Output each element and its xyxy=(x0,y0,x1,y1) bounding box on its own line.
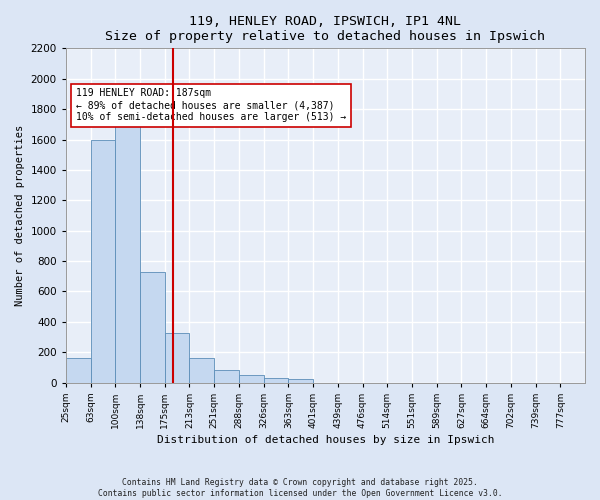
Bar xyxy=(263,378,289,382)
Title: 119, HENLEY ROAD, IPSWICH, IP1 4NL
Size of property relative to detached houses : 119, HENLEY ROAD, IPSWICH, IP1 4NL Size … xyxy=(106,15,545,43)
Bar xyxy=(140,272,165,382)
Bar xyxy=(239,375,263,382)
Y-axis label: Number of detached properties: Number of detached properties xyxy=(15,125,25,306)
Bar xyxy=(115,109,140,382)
Bar xyxy=(289,380,313,382)
Bar xyxy=(214,370,239,382)
Bar xyxy=(165,332,190,382)
Text: Contains HM Land Registry data © Crown copyright and database right 2025.
Contai: Contains HM Land Registry data © Crown c… xyxy=(98,478,502,498)
Bar xyxy=(91,140,115,382)
Bar xyxy=(66,358,91,382)
X-axis label: Distribution of detached houses by size in Ipswich: Distribution of detached houses by size … xyxy=(157,435,494,445)
Bar xyxy=(190,358,214,382)
Text: 119 HENLEY ROAD: 187sqm
← 89% of detached houses are smaller (4,387)
10% of semi: 119 HENLEY ROAD: 187sqm ← 89% of detache… xyxy=(76,88,346,122)
